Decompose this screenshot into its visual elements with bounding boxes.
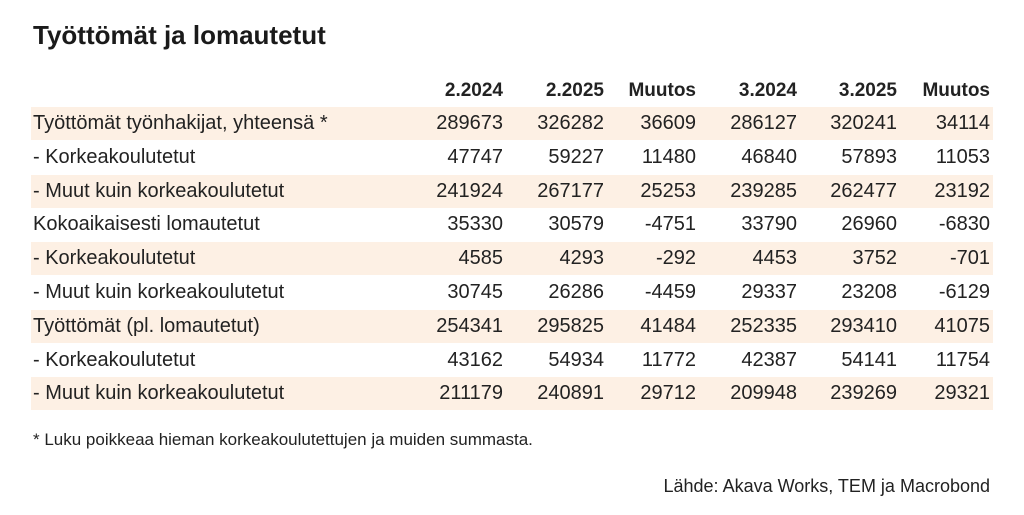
cell-value: 29337 [741,281,797,303]
cell-value: 42387 [741,348,797,371]
cell-value: 41075 [934,314,990,337]
cell-value: 29712 [640,382,696,405]
cell-value: 41484 [640,314,696,337]
cell-value: 286127 [730,112,797,134]
row-label: - Korkeakoulutetut [33,145,196,168]
cell-value: 47747 [447,145,503,168]
cell-value: 23208 [841,281,897,303]
cell-value: 254341 [436,314,503,337]
cell-value: 320241 [830,112,897,134]
row-label: Kokoaikaisesti lomautetut [33,213,260,236]
cell-value: 295825 [537,314,604,337]
column-header: 3.2024 [738,80,797,101]
cell-value: 11053 [935,145,990,168]
cell-value: 239269 [830,382,897,405]
row-background [31,174,993,208]
cell-value: -701 [949,247,990,270]
row-label: - Muut kuin korkeakoulutetut [33,179,285,202]
cell-value: 240891 [537,382,604,405]
cell-value: 26960 [841,213,897,236]
column-header: Muutos [922,80,990,101]
source: Lähde: Akava Works, TEM ja Macrobond [663,476,991,496]
row-label: - Korkeakoulutetut [33,348,196,371]
cell-value: 11772 [641,348,696,371]
cell-value: 252335 [730,314,797,337]
cell-value: 3752 [852,247,898,270]
cell-value: 59227 [548,145,604,168]
cell-value: 11754 [935,348,990,371]
cell-value: 29321 [934,382,990,405]
cell-value: 11480 [641,145,696,168]
cell-value: 267177 [537,179,604,202]
cell-value: 33790 [741,213,797,236]
cell-value: 35330 [447,213,503,236]
row-background [31,309,993,343]
cell-value: 26286 [548,281,604,303]
cell-value: 241924 [436,179,503,202]
row-label: - Muut kuin korkeakoulutetut [33,382,285,405]
cell-value: -6129 [938,281,990,303]
cell-value: 211179 [439,382,503,405]
cell-value: 46840 [741,145,797,168]
column-header: 3.2025 [838,80,897,101]
cell-value: 4453 [752,247,798,270]
cell-value: 36609 [640,112,696,134]
cell-value: 326282 [537,112,604,134]
cell-value: -4751 [644,213,696,236]
cell-value: 209948 [730,382,797,405]
row-background [31,107,993,140]
cell-value: 289673 [436,112,503,134]
cell-value: -4459 [644,281,696,303]
cell-value: 54141 [841,348,897,371]
cell-value: 4293 [559,247,605,270]
column-header: Muutos [628,80,696,101]
cell-value: 25253 [640,179,696,202]
cell-value: 23192 [934,179,990,202]
row-background [31,242,993,276]
cell-value: 239285 [730,179,797,202]
column-header: 2.2025 [545,80,604,101]
cell-value: 43162 [447,348,503,371]
title: Työttömät ja lomautetut [33,20,326,50]
column-header: 2.2024 [444,80,503,101]
cell-value: 54934 [548,348,604,371]
cell-value: -6830 [938,213,990,236]
cell-value: 4585 [458,247,504,270]
cell-value: 57893 [841,145,897,168]
row-label: Työttömät (pl. lomautetut) [33,314,260,337]
cell-value: 30745 [447,281,503,303]
cell-value: 262477 [830,179,897,202]
cell-value: 34114 [935,112,990,134]
row-label: - Muut kuin korkeakoulutetut [33,281,285,303]
row-background [31,377,993,411]
row-label: Työttömät työnhakijat, yhteensä * [33,112,328,134]
row-label: - Korkeakoulutetut [33,247,196,270]
cell-value: 293410 [830,314,897,337]
cell-value: 30579 [548,213,604,236]
footnote: * Luku poikkeaa hieman korkeakoulutettuj… [33,430,533,449]
cell-value: -292 [655,247,696,270]
